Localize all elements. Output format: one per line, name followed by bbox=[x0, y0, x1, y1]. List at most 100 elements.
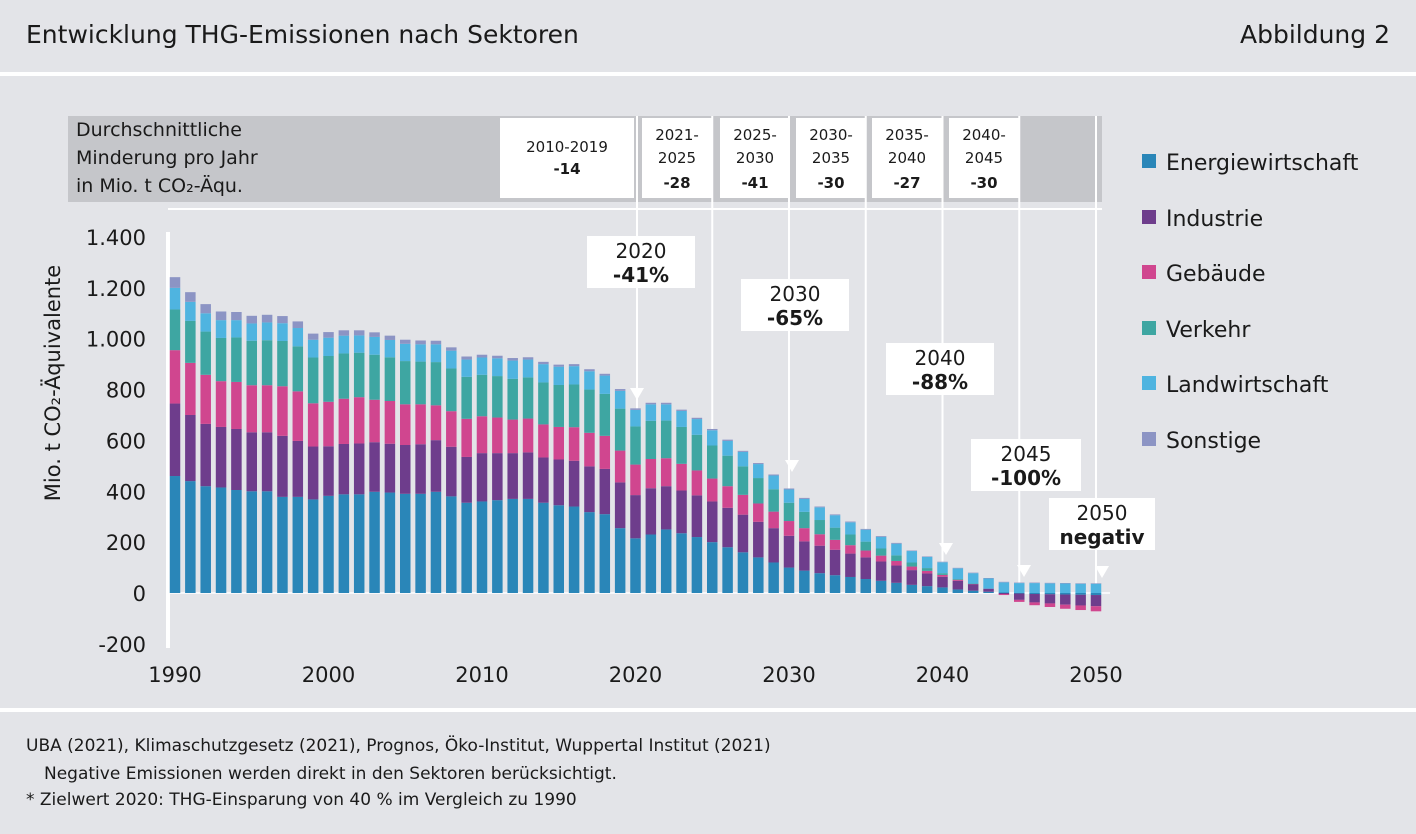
bar-gebäude bbox=[538, 424, 549, 458]
target-value: -88% bbox=[912, 370, 968, 394]
bar-landwirtschaft bbox=[215, 320, 227, 338]
target-year: 2050 bbox=[1077, 501, 1128, 525]
bar-gebäude bbox=[891, 560, 902, 566]
bar-sonstige bbox=[553, 364, 564, 367]
bar-industrie bbox=[338, 443, 350, 495]
bar-industrie bbox=[753, 521, 764, 558]
bar-gebäude bbox=[952, 579, 964, 581]
bar-gebäude bbox=[169, 350, 181, 404]
bar-energiewirtschaft bbox=[814, 573, 825, 593]
target-footnote: * Zielwert 2020: THG-Einsparung von 40 %… bbox=[26, 790, 577, 810]
bar-verkehr bbox=[860, 541, 871, 551]
period-box bbox=[642, 118, 712, 198]
bar-verkehr bbox=[937, 573, 948, 575]
footer-divider bbox=[0, 708, 1416, 712]
bar-energiewirtschaft bbox=[921, 586, 933, 593]
bar-verkehr bbox=[169, 309, 181, 351]
target-year: 2040 bbox=[915, 346, 966, 370]
bar-sonstige bbox=[200, 304, 211, 314]
period-label-line-2: 2030 bbox=[736, 149, 774, 167]
bar-energiewirtschaft bbox=[338, 494, 350, 593]
bar-industrie bbox=[323, 446, 334, 496]
bar-gebäude bbox=[1090, 606, 1102, 612]
bar-sonstige bbox=[292, 321, 304, 329]
emissions-chart: Durchschnittliche Minderung pro Jahr in Mi… bbox=[40, 116, 1359, 687]
bar-industrie bbox=[614, 482, 626, 529]
bar-landwirtschaft bbox=[630, 409, 641, 427]
bar-energiewirtschaft bbox=[446, 496, 457, 593]
target-value: -100% bbox=[991, 466, 1061, 490]
bar-energiewirtschaft bbox=[906, 584, 918, 593]
legend-label: Industrie bbox=[1166, 207, 1263, 232]
bar-landwirtschaft bbox=[384, 339, 396, 358]
bar-verkehr bbox=[384, 357, 396, 402]
bar-landwirtschaft bbox=[430, 344, 442, 363]
band-title-line-3: in Mio. t CO₂-Äqu. bbox=[76, 174, 243, 197]
bar-verkehr bbox=[492, 376, 503, 418]
bar-landwirtschaft bbox=[353, 335, 365, 353]
bar-gebäude bbox=[1014, 599, 1025, 602]
bar-gebäude bbox=[568, 427, 580, 461]
bar-landwirtschaft bbox=[461, 359, 472, 377]
legend-label: Energiewirtschaft bbox=[1166, 151, 1359, 176]
bar-landwirtschaft bbox=[307, 339, 319, 358]
bar-industrie bbox=[538, 457, 549, 503]
bar-energiewirtschaft bbox=[522, 498, 534, 593]
bar-sonstige bbox=[415, 340, 426, 345]
bar-gebäude bbox=[691, 470, 703, 496]
bar-gebäude bbox=[967, 583, 979, 585]
bar-landwirtschaft bbox=[707, 430, 718, 446]
bar-energiewirtschaft bbox=[492, 500, 503, 593]
bar-energiewirtschaft bbox=[307, 499, 319, 593]
bar-landwirtschaft bbox=[446, 350, 457, 369]
bar-gebäude bbox=[584, 432, 595, 467]
bar-sonstige bbox=[507, 358, 518, 361]
target-arrow-icon bbox=[630, 388, 644, 400]
bar-gebäude bbox=[998, 594, 1010, 596]
period-box bbox=[500, 118, 634, 198]
bar-verkehr bbox=[584, 389, 595, 433]
bar-sonstige bbox=[369, 332, 380, 337]
bar-industrie bbox=[307, 446, 319, 500]
bar-verkehr bbox=[522, 377, 534, 419]
legend-swatch bbox=[1142, 321, 1156, 335]
bar-verkehr bbox=[338, 353, 350, 399]
bar-verkehr bbox=[553, 384, 564, 427]
bar-sonstige bbox=[645, 402, 657, 405]
bar-verkehr bbox=[292, 346, 304, 392]
bar-landwirtschaft bbox=[415, 344, 426, 362]
bar-sonstige bbox=[814, 506, 825, 508]
bar-verkehr bbox=[507, 378, 518, 420]
bar-industrie bbox=[660, 486, 672, 530]
bar-landwirtschaft bbox=[185, 301, 196, 321]
period-label-line-1: 2035- bbox=[885, 126, 929, 144]
x-tick-label: 2040 bbox=[916, 663, 969, 687]
bar-sonstige bbox=[845, 521, 856, 523]
y-tick-label: 800 bbox=[106, 379, 146, 403]
bar-gebäude bbox=[261, 385, 273, 433]
bar-sonstige bbox=[338, 330, 350, 336]
source-note: UBA (2021), Klimaschutzgesetz (2021), Pr… bbox=[26, 736, 771, 756]
bar-landwirtschaft bbox=[492, 358, 503, 377]
legend-label: Verkehr bbox=[1166, 318, 1251, 343]
bar-landwirtschaft bbox=[231, 320, 242, 338]
bar-industrie bbox=[400, 444, 411, 494]
bar-sonstige bbox=[768, 474, 779, 476]
target-value: -65% bbox=[767, 306, 823, 330]
y-axis-label: Mio. t CO₂-Äquivalente bbox=[40, 265, 65, 501]
bar-verkehr bbox=[737, 466, 749, 495]
bar-sonstige bbox=[400, 339, 411, 344]
bar-gebäude bbox=[231, 381, 242, 429]
page-title: Entwicklung THG-Emissionen nach Sektoren bbox=[26, 20, 579, 49]
bar-verkehr bbox=[415, 361, 426, 405]
bar-sonstige bbox=[753, 463, 764, 465]
target-arrow-icon bbox=[939, 543, 953, 555]
target-year: 2030 bbox=[770, 282, 821, 306]
bar-verkehr bbox=[430, 362, 442, 406]
bar-energiewirtschaft bbox=[261, 491, 273, 593]
bar-energiewirtschaft bbox=[553, 505, 564, 593]
bar-gebäude bbox=[215, 381, 227, 427]
bar-energiewirtschaft bbox=[568, 506, 580, 593]
x-tick-label: 2020 bbox=[609, 663, 662, 687]
bar-landwirtschaft bbox=[891, 543, 902, 556]
